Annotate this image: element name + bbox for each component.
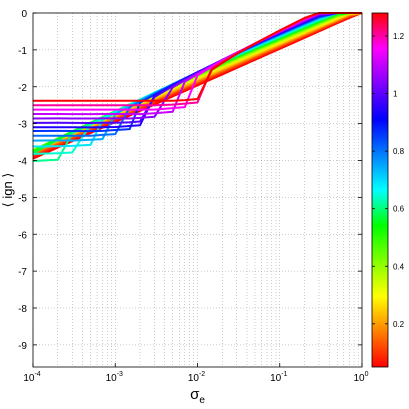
- series-line: [33, 12, 362, 102]
- x-tick-label: 10-4: [23, 371, 40, 384]
- y-tick-label: -5: [18, 193, 27, 204]
- y-axis-label-group: ⟨ ign ⟩: [0, 173, 15, 208]
- x-tick-label-exponent: -4: [34, 371, 40, 378]
- x-axis-label-main: σ: [190, 386, 200, 403]
- x-tick-label-exponent: -3: [117, 371, 123, 378]
- y-tick-label: -9: [18, 341, 27, 352]
- x-tick-label-exponent: 0: [365, 371, 369, 378]
- colorbar-tick-label: 1: [393, 90, 398, 99]
- axis-ticks: 0-1-2-3-4-5-6-7-8-910-4 10-3 10-2 10-1 100: [18, 9, 369, 384]
- x-tick-label: 10-1: [270, 371, 287, 384]
- y-tick-label: -4: [18, 157, 27, 168]
- x-tick-label-base: 10: [106, 373, 118, 384]
- colorbar: [371, 12, 389, 368]
- x-tick-label-base: 10: [23, 373, 35, 384]
- y-tick-label: -8: [18, 304, 27, 315]
- x-tick-label-exponent: -2: [199, 371, 205, 378]
- colorbar-tick-label: 0.4: [393, 262, 405, 271]
- colorbar-tick-label: 0.6: [393, 205, 405, 214]
- y-tick-label: -1: [18, 46, 27, 57]
- x-tick-label-base: 10: [353, 373, 365, 384]
- colorbar-tick-label: 1.2: [393, 32, 405, 41]
- x-tick-label: 10-2: [188, 371, 205, 384]
- x-axis-label: σe: [190, 386, 205, 406]
- y-tick-label: -7: [18, 267, 27, 278]
- y-tick-label: 0: [21, 9, 27, 20]
- x-tick-label-base: 10: [188, 373, 200, 384]
- series-lines: [32, 12, 363, 162]
- colorbar-tick-label: 0.2: [393, 320, 405, 329]
- x-tick-label: 10-3: [106, 371, 123, 384]
- y-axis-label: ⟨ ign ⟩: [0, 173, 15, 208]
- y-tick-label: -6: [18, 230, 27, 241]
- x-tick-label-exponent: -1: [281, 371, 287, 378]
- y-tick-label: -2: [18, 83, 27, 94]
- grid-lines: [32, 12, 362, 367]
- colorbar-ticks: 1.2 1 0.8 0.6 0.4 0.2: [372, 32, 405, 329]
- y-tick-label: -3: [18, 120, 27, 131]
- x-tick-label-base: 10: [270, 373, 282, 384]
- colorbar-tick-label: 0.8: [393, 147, 405, 156]
- x-axis-label-subscript: e: [199, 395, 205, 406]
- x-tick-label: 100: [353, 371, 368, 384]
